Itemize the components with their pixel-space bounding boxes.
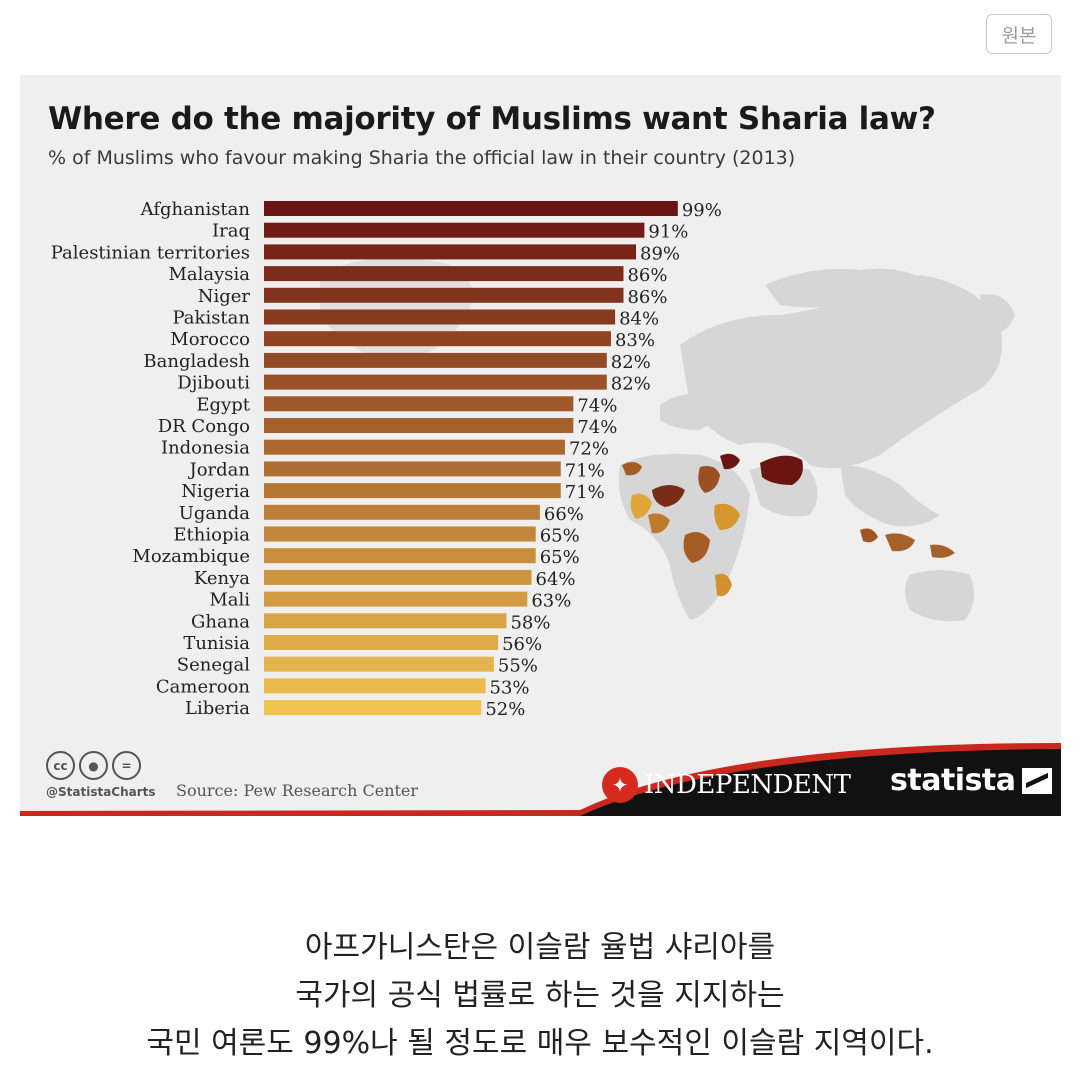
statista-mark-icon xyxy=(1021,767,1052,794)
bar xyxy=(264,504,540,520)
bar xyxy=(264,352,607,368)
bar xyxy=(264,700,482,716)
category-label: Djibouti xyxy=(177,373,250,394)
category-label: Kenya xyxy=(194,568,250,589)
category-label: Ghana xyxy=(191,611,250,632)
category-label: Jordan xyxy=(187,459,250,480)
caption-line-2: 국가의 공식 법률로 하는 것을 지지하는 xyxy=(295,978,785,1013)
value-label: 84% xyxy=(619,309,659,330)
statista-handle[interactable]: @StatistaCharts xyxy=(46,785,156,799)
value-label: 53% xyxy=(490,677,530,698)
category-label: Bangladesh xyxy=(143,351,250,372)
bar xyxy=(264,613,507,629)
category-label: Indonesia xyxy=(161,438,250,459)
map-highlights xyxy=(622,453,955,597)
value-label: 86% xyxy=(627,287,667,308)
category-label: Palestinian territories xyxy=(51,242,250,263)
value-label: 82% xyxy=(611,352,651,373)
value-label: 63% xyxy=(531,591,571,612)
by-icon: ● xyxy=(79,751,108,780)
bar xyxy=(264,656,494,672)
value-label: 65% xyxy=(540,526,580,547)
category-label: Tunisia xyxy=(183,633,250,654)
chart-card: Afghanistan 99% Iraq 91% Palestinian territo… xyxy=(20,75,1061,816)
bars-layer: Afghanistan 99% Iraq 91% Palestinian territo… xyxy=(51,199,722,720)
caption-line-1: 아프가니스탄은 이슬람 율법 샤리아를 xyxy=(304,930,776,965)
statista-logo-text: statista xyxy=(890,763,1016,798)
bar xyxy=(264,309,616,325)
value-label: 58% xyxy=(510,612,550,633)
category-label: Liberia xyxy=(185,698,250,719)
category-label: Mozambique xyxy=(132,546,250,567)
value-label: 91% xyxy=(648,222,688,243)
category-label: Niger xyxy=(198,286,251,307)
category-label: Uganda xyxy=(179,503,251,524)
caption-line-3: 국민 여론도 99%나 될 정도로 매우 보수적인 이슬람 지역이다. xyxy=(146,1026,934,1061)
bar xyxy=(264,331,611,347)
cc-icon: cc xyxy=(46,751,75,780)
bar xyxy=(264,201,678,216)
bar xyxy=(264,526,536,542)
value-label: 65% xyxy=(540,547,580,568)
bar xyxy=(264,418,574,433)
value-label: 71% xyxy=(565,482,605,503)
category-label: Egypt xyxy=(196,394,250,415)
category-label: DR Congo xyxy=(158,416,250,437)
original-button[interactable]: 원본 xyxy=(986,14,1052,54)
bar xyxy=(264,483,561,499)
category-label: Pakistan xyxy=(173,308,251,329)
bar xyxy=(264,591,528,607)
eagle-icon: ✦ xyxy=(602,767,638,803)
category-label: Nigeria xyxy=(181,481,250,502)
bar xyxy=(264,266,624,282)
value-label: 83% xyxy=(615,330,655,351)
independent-logo-text: INDEPENDENT xyxy=(644,770,851,800)
value-label: 56% xyxy=(502,634,542,655)
category-label: Senegal xyxy=(177,655,250,676)
chart-subtitle: % of Muslims who favour making Sharia th… xyxy=(48,147,796,169)
cc-license-icons: cc ● = xyxy=(46,751,141,780)
category-label: Mali xyxy=(209,590,250,611)
bar xyxy=(264,635,499,650)
statista-logo: statista xyxy=(890,763,1052,798)
nd-icon: = xyxy=(112,751,141,780)
value-label: 64% xyxy=(536,569,576,590)
value-label: 72% xyxy=(569,439,609,460)
value-label: 74% xyxy=(577,417,617,438)
value-label: 52% xyxy=(485,699,525,720)
value-label: 86% xyxy=(627,265,667,286)
bar xyxy=(264,287,624,303)
chart-canvas: Afghanistan 99% Iraq 91% Palestinian territo… xyxy=(20,199,1061,816)
chart-title: Where do the majority of Muslims want Sh… xyxy=(48,101,936,137)
category-label: Ethiopia xyxy=(173,525,250,546)
source-note: Source: Pew Research Center xyxy=(176,781,419,800)
category-label: Morocco xyxy=(170,329,250,350)
value-label: 82% xyxy=(611,374,651,395)
value-label: 66% xyxy=(544,504,584,525)
value-label: 71% xyxy=(565,460,605,481)
bar xyxy=(264,244,637,260)
value-label: 55% xyxy=(498,656,538,677)
category-label: Iraq xyxy=(212,221,250,242)
category-label: Malaysia xyxy=(168,264,250,285)
value-label: 89% xyxy=(640,243,680,264)
footer-banner xyxy=(20,743,1061,816)
bar xyxy=(264,569,532,585)
bar xyxy=(264,678,486,694)
independent-logo: ✦ INDEPENDENT xyxy=(602,767,851,803)
category-label: Cameroon xyxy=(156,676,251,697)
value-label: 74% xyxy=(577,395,617,416)
category-label: Afghanistan xyxy=(140,199,251,220)
bar xyxy=(264,461,561,477)
value-label: 99% xyxy=(682,200,722,221)
bar xyxy=(264,222,645,238)
bar xyxy=(264,374,607,390)
bar xyxy=(264,396,574,412)
bar xyxy=(264,439,565,455)
bar xyxy=(264,548,536,564)
